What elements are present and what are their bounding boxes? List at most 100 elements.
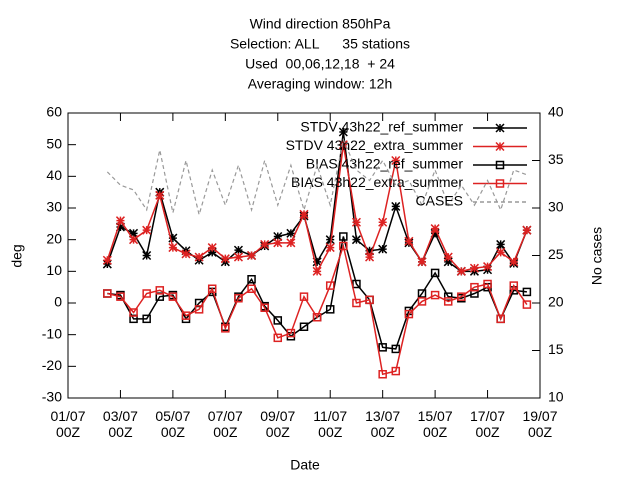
x-tick-label: 17/07 00Z <box>470 408 506 440</box>
x-tick-label: 19/07 00Z <box>522 408 558 440</box>
point <box>404 309 414 319</box>
point <box>351 235 361 245</box>
point <box>286 328 296 338</box>
point <box>443 257 453 267</box>
point <box>470 282 479 292</box>
point <box>155 190 165 200</box>
x-tick-label: 15/07 00Z <box>417 408 453 440</box>
point <box>207 247 217 257</box>
point <box>299 209 309 219</box>
point <box>378 217 388 227</box>
point <box>273 238 283 248</box>
point <box>378 343 387 352</box>
point <box>142 314 151 324</box>
point <box>129 308 138 317</box>
x-tick-label: 13/07 00Z <box>365 408 401 440</box>
point <box>260 239 270 249</box>
y-tick-label: -10 <box>42 325 62 341</box>
point <box>115 216 125 226</box>
point <box>352 298 361 308</box>
point <box>339 241 348 251</box>
y-tick-label: 0 <box>54 294 62 310</box>
series-line <box>107 243 528 376</box>
y-tick-label: 50 <box>46 135 62 151</box>
point <box>378 244 388 254</box>
y-tick-label: 40 <box>46 167 62 183</box>
x-tick-label: 05/07 00Z <box>155 408 191 440</box>
point <box>391 344 401 354</box>
y2-tick-label: 35 <box>548 151 564 167</box>
y-axis-label: deg <box>9 244 25 267</box>
legend-label: CASES <box>416 193 463 209</box>
point <box>312 313 322 322</box>
point <box>286 238 296 248</box>
point <box>312 266 322 276</box>
point <box>312 257 322 267</box>
point <box>483 279 492 289</box>
x-tick-label: 07/07 00Z <box>207 408 243 440</box>
x-tick-label: 11/07 00Z <box>313 408 348 440</box>
y-tick-label: -20 <box>42 357 62 373</box>
point <box>194 252 204 262</box>
point <box>168 292 178 301</box>
point <box>483 262 493 272</box>
y2-tick-label: 20 <box>548 294 564 310</box>
point <box>194 305 204 314</box>
point <box>181 311 191 320</box>
point <box>378 370 387 379</box>
point <box>247 275 256 284</box>
y2-tick-label: 10 <box>548 389 564 405</box>
point <box>443 297 453 306</box>
point <box>168 243 178 253</box>
point <box>430 224 440 234</box>
x-tick-label: 03/07 00Z <box>102 408 138 440</box>
point <box>103 289 112 298</box>
x-axis-label: Date <box>290 457 320 473</box>
point <box>339 232 348 241</box>
point <box>417 257 427 267</box>
point <box>469 263 479 273</box>
point <box>325 281 335 290</box>
point <box>142 289 151 298</box>
point <box>338 127 348 137</box>
point <box>299 292 309 301</box>
legend-marker <box>495 123 505 133</box>
x-tick-label: 01/07 00Z <box>50 408 86 440</box>
point <box>247 250 257 261</box>
point <box>430 268 440 278</box>
point <box>417 289 427 298</box>
y-tick-label: 60 <box>46 104 62 120</box>
point <box>522 300 532 309</box>
point <box>443 252 453 262</box>
point <box>207 284 217 293</box>
point <box>352 279 361 289</box>
plot-frame <box>67 112 541 399</box>
point <box>496 314 505 324</box>
point <box>325 305 335 314</box>
point <box>417 297 427 306</box>
point <box>233 245 243 255</box>
point <box>142 225 152 235</box>
point <box>325 243 335 253</box>
point <box>247 284 256 293</box>
point <box>430 228 440 238</box>
point <box>220 254 230 264</box>
title-line: Averaging window: 12h <box>248 76 393 92</box>
point <box>116 292 125 301</box>
point <box>273 316 283 325</box>
point <box>522 287 532 297</box>
y-tick-label: 20 <box>46 230 62 246</box>
y2-tick-label: 30 <box>548 199 564 215</box>
point <box>129 228 139 238</box>
point <box>351 217 361 227</box>
point <box>391 366 401 376</box>
point <box>273 333 283 343</box>
point <box>155 286 165 295</box>
point <box>391 201 401 211</box>
point <box>325 235 335 245</box>
point <box>142 250 152 261</box>
point <box>496 247 506 257</box>
point <box>365 252 375 262</box>
legend-marker <box>495 160 505 170</box>
